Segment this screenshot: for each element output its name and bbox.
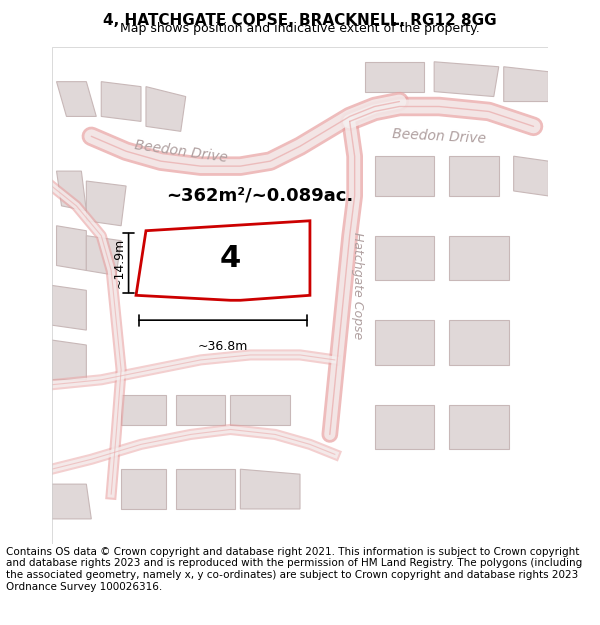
Text: Contains OS data © Crown copyright and database right 2021. This information is : Contains OS data © Crown copyright and d… (6, 547, 582, 592)
Polygon shape (504, 67, 548, 101)
Polygon shape (514, 156, 548, 196)
Polygon shape (230, 395, 290, 424)
Polygon shape (136, 221, 310, 300)
Polygon shape (365, 62, 424, 92)
Text: ~362m²/~0.089ac.: ~362m²/~0.089ac. (166, 187, 353, 205)
Text: ~36.8m: ~36.8m (198, 340, 248, 353)
Polygon shape (374, 156, 434, 196)
Polygon shape (56, 171, 86, 211)
Polygon shape (121, 395, 166, 424)
Polygon shape (101, 82, 141, 121)
Polygon shape (434, 62, 499, 96)
Polygon shape (56, 226, 86, 271)
Text: Map shows position and indicative extent of the property.: Map shows position and indicative extent… (120, 22, 480, 35)
Polygon shape (176, 395, 226, 424)
Polygon shape (241, 469, 300, 509)
Polygon shape (449, 404, 509, 449)
Polygon shape (86, 181, 126, 226)
Polygon shape (56, 82, 96, 116)
Text: ~14.9m: ~14.9m (113, 238, 126, 288)
Polygon shape (449, 156, 499, 196)
Polygon shape (52, 340, 86, 380)
Polygon shape (146, 87, 186, 131)
Text: Beedon Drive: Beedon Drive (392, 127, 487, 146)
Text: Hatchgate Copse: Hatchgate Copse (350, 232, 364, 339)
Text: Beedon Drive: Beedon Drive (133, 138, 228, 164)
Polygon shape (176, 469, 235, 509)
Polygon shape (449, 236, 509, 281)
Polygon shape (374, 320, 434, 365)
Polygon shape (374, 236, 434, 281)
Polygon shape (449, 320, 509, 365)
Text: 4, HATCHGATE COPSE, BRACKNELL, RG12 8GG: 4, HATCHGATE COPSE, BRACKNELL, RG12 8GG (103, 13, 497, 28)
Text: 4: 4 (220, 244, 241, 272)
Polygon shape (121, 469, 166, 509)
Polygon shape (86, 236, 121, 276)
Polygon shape (52, 286, 86, 330)
Polygon shape (52, 484, 91, 519)
Polygon shape (374, 404, 434, 449)
